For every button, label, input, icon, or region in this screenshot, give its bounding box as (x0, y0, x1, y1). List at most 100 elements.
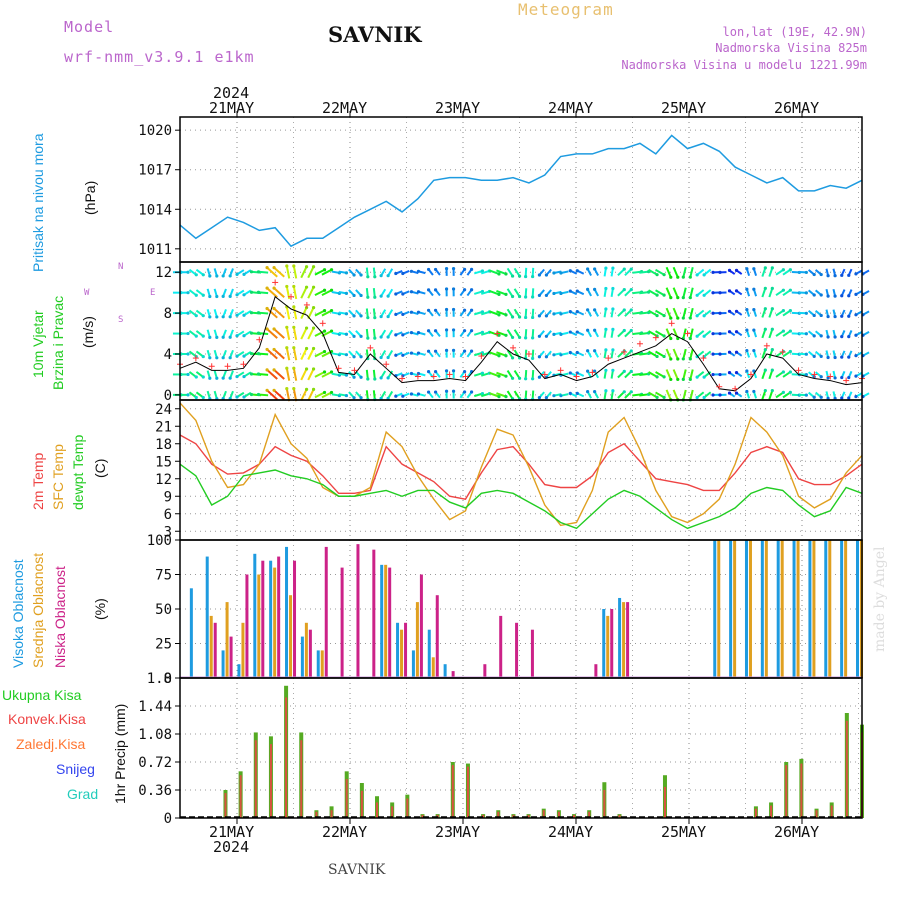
y-tick-label: 12 (155, 472, 172, 488)
conv-precip-bar (830, 805, 833, 818)
wind-arrow (292, 286, 298, 300)
wind-arrow-head (847, 314, 851, 318)
wind-arrow (266, 348, 278, 360)
wind-arrow-head (734, 289, 739, 293)
wind-arrow-head (386, 314, 390, 319)
wind-arrow (672, 266, 679, 278)
high-cloud-bar (237, 664, 241, 678)
wind-arrow-head (544, 293, 549, 298)
wind-arrow (648, 350, 658, 358)
wind-arrow-head (568, 391, 572, 395)
y-tick-label: 21 (155, 419, 172, 435)
wind-arrow-head (401, 292, 405, 296)
wind-arrow (300, 388, 308, 401)
legend-hail: Grad (67, 786, 99, 802)
legend-conv-rain: Konvek.Kisa (8, 711, 86, 727)
wind-arrow-head (604, 368, 608, 372)
wind-arrow (273, 287, 285, 298)
wind-arrow-head (611, 348, 615, 352)
mid-cloud-bar (844, 540, 848, 678)
wind-arrow (307, 388, 315, 401)
wind-arrow-head (228, 376, 232, 380)
wind-arrow (689, 328, 694, 339)
wind-arrow-head (379, 294, 383, 298)
wind-arrow (689, 369, 694, 380)
wind-arrow (258, 352, 269, 356)
wind-arrow-head (235, 395, 239, 399)
footer-station: SAVNIK (328, 862, 386, 878)
wind-arrow-head (394, 312, 398, 317)
pressure-unit: (hPa) (82, 180, 98, 215)
wind-arrow-head (394, 292, 398, 296)
wind-arrow (665, 328, 672, 339)
wind-arrow-head (462, 288, 467, 292)
wind-arrow-head (568, 269, 572, 273)
wind-arrow-head (537, 355, 542, 359)
conv-precip-bar (239, 775, 242, 818)
wind-arrow-head (745, 389, 749, 394)
wind-arrow-head (366, 275, 370, 279)
wind-arrow-head (593, 328, 597, 332)
wind-arrow-head (770, 266, 774, 270)
y-tick-label: 50 (155, 602, 172, 618)
mid-cloud-bar (748, 540, 752, 678)
wind-label-1: 10m Vjetar (30, 310, 46, 378)
wind-arrow-head (517, 376, 522, 380)
wind-arrow-head (235, 272, 239, 276)
high-cloud-bar (713, 540, 717, 678)
wind-arrow-head (833, 376, 837, 380)
wind-arrow-head (444, 287, 449, 291)
wind-arrow-head (228, 356, 232, 360)
wind-arrow-head (586, 287, 590, 291)
wind-arrow-head (329, 370, 334, 374)
mid-cloud-bar (780, 540, 784, 678)
wind-arrow-head (373, 377, 377, 381)
wind-arrow (496, 371, 507, 378)
wind-arrow-head (833, 396, 837, 400)
high-cloud-bar (856, 540, 859, 678)
wind-arrow-head (727, 268, 732, 273)
wind-arrow-head (373, 336, 377, 340)
wind-arrow-head (344, 332, 349, 336)
wind-arrow-head (379, 314, 383, 319)
mid-cloud-bar (273, 567, 277, 678)
wind-arrow-head (711, 270, 715, 274)
wind-arrow-head (504, 292, 508, 297)
mid-cloud-bar (384, 564, 388, 678)
wind-arrow (682, 287, 687, 298)
wind-arrow-head (201, 273, 205, 277)
wind-arrow-head (292, 366, 296, 370)
wind-arrow-head (352, 314, 356, 318)
wind-arrow-head (235, 313, 239, 317)
wind-arrow-head (781, 309, 785, 313)
wind-arrow-head (444, 348, 449, 352)
wind-arrow-head (256, 311, 261, 315)
wind-arrow-head (734, 391, 739, 395)
temp-unit: (C) (92, 458, 108, 478)
wind-arrow-head (734, 268, 739, 273)
wind-arrow-head (265, 368, 269, 372)
wind-arrow-head (681, 316, 685, 320)
wind-arrow-head (586, 308, 590, 312)
day-bottom-1: 21MAY (209, 823, 255, 841)
low-cloud-bar (308, 629, 312, 678)
legend-snow: Snijeg (56, 761, 95, 777)
wind-arrow-head (272, 266, 276, 270)
conv-precip-bar (315, 811, 318, 818)
dewpt-label: dewpt Temp (70, 434, 86, 510)
wind-arrow (314, 289, 326, 297)
conv-precip-bar (254, 740, 257, 818)
wind-arrow-head (311, 306, 316, 310)
high-cloud-bar (602, 609, 606, 678)
wind-arrow-head (426, 390, 431, 394)
wind-arrow-head (265, 388, 269, 392)
conv-precip-bar (285, 697, 288, 818)
wind-arrow (665, 266, 672, 278)
wind-arrow-head (552, 353, 556, 357)
wind-arrow-head (256, 270, 261, 274)
wind-arrow-head (352, 293, 356, 298)
wind-arrow-head (718, 393, 722, 397)
conv-precip-bar (527, 814, 530, 818)
wind-arrow-head (531, 377, 535, 381)
wind-arrow-head (559, 291, 563, 296)
